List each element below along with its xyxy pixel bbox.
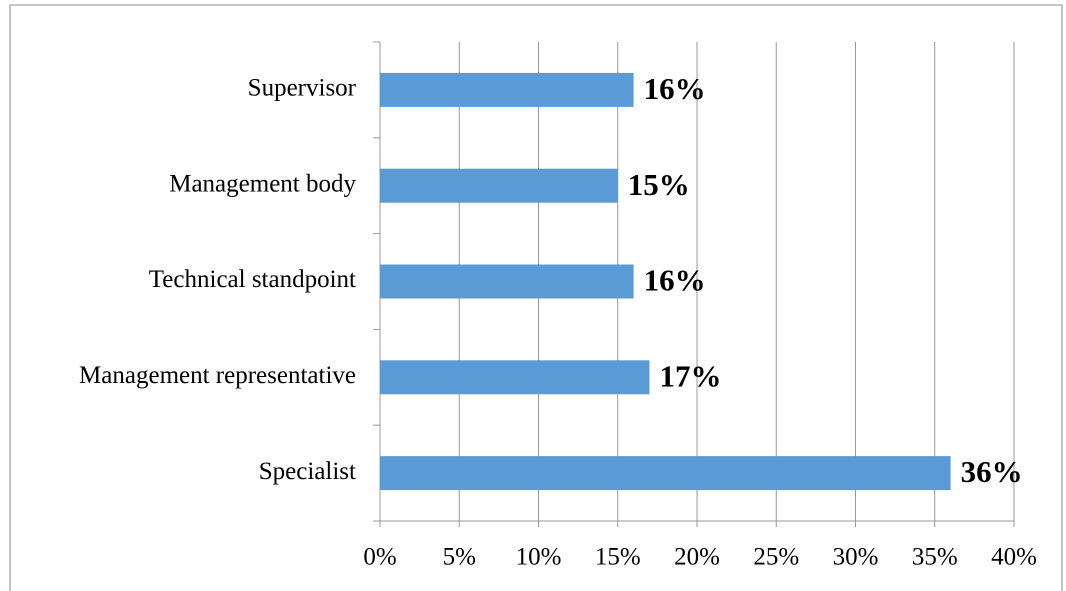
x-tick-label: 10%	[516, 544, 562, 571]
x-tick-label: 5%	[443, 544, 476, 571]
x-tick-label: 20%	[674, 544, 720, 571]
x-tick-label: 0%	[363, 544, 396, 571]
x-tick-label: 30%	[833, 544, 879, 571]
value-label: 36%	[961, 454, 1023, 489]
value-label: 15%	[628, 167, 690, 202]
y-tick-label: Management representative	[79, 362, 356, 389]
x-tick-label: 25%	[753, 544, 799, 571]
bar	[380, 72, 634, 107]
x-tick-label: 35%	[912, 544, 958, 571]
y-tick-label: Supervisor	[248, 75, 357, 102]
x-tick-label: 40%	[991, 544, 1037, 571]
bar	[380, 360, 650, 395]
bar	[380, 264, 634, 299]
bar	[380, 168, 618, 203]
value-label: 16%	[644, 263, 706, 298]
value-label: 16%	[644, 71, 706, 106]
bar	[380, 456, 951, 491]
x-tick-label: 15%	[595, 544, 641, 571]
y-tick-label: Technical standpoint	[149, 266, 356, 293]
y-tick-label: Specialist	[259, 458, 356, 485]
chart-frame	[9, 4, 1063, 591]
y-tick-label: Management body	[169, 170, 356, 197]
value-label: 17%	[659, 358, 721, 393]
